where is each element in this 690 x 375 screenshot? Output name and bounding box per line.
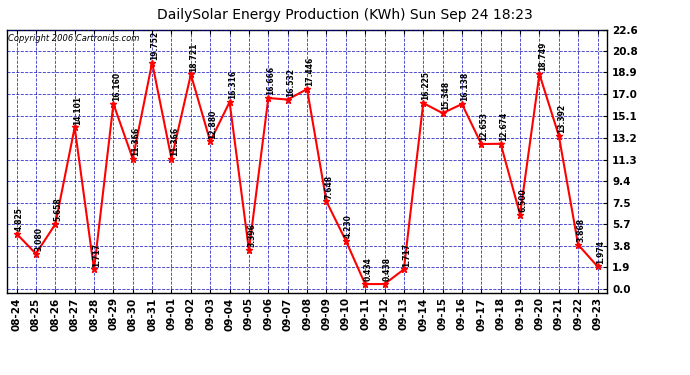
Text: 12.653: 12.653 [480,112,489,141]
Text: 1.717: 1.717 [92,243,101,267]
Text: 17.446: 17.446 [306,57,315,86]
Text: 4.230: 4.230 [344,214,353,238]
Text: DailySolar Energy Production (KWh) Sun Sep 24 18:23: DailySolar Energy Production (KWh) Sun S… [157,8,533,21]
Text: 0.434: 0.434 [364,257,373,281]
Text: 18.721: 18.721 [189,42,198,72]
Text: 16.666: 16.666 [266,66,275,95]
Text: 16.160: 16.160 [112,72,121,101]
Text: 3.080: 3.080 [34,227,43,251]
Text: 14.101: 14.101 [73,96,82,124]
Text: 0.438: 0.438 [383,257,392,281]
Text: 16.316: 16.316 [228,70,237,99]
Text: 3.396: 3.396 [247,224,256,248]
Text: 12.880: 12.880 [208,109,217,139]
Text: 15.348: 15.348 [441,81,450,110]
Text: 4.825: 4.825 [15,207,24,231]
Text: 16.532: 16.532 [286,68,295,97]
Text: 6.500: 6.500 [518,188,527,212]
Text: 16.138: 16.138 [460,72,469,101]
Text: 11.366: 11.366 [131,127,140,156]
Text: Copyright 2006 Cartronics.com: Copyright 2006 Cartronics.com [8,34,139,43]
Text: 5.658: 5.658 [54,198,63,221]
Text: 16.225: 16.225 [422,71,431,100]
Text: 1.717: 1.717 [402,243,411,267]
Text: 3.868: 3.868 [576,218,585,242]
Text: 7.648: 7.648 [325,174,334,199]
Text: 1.974: 1.974 [595,240,605,264]
Text: 19.752: 19.752 [150,31,159,60]
Text: 13.392: 13.392 [557,104,566,133]
Text: 18.749: 18.749 [538,42,546,71]
Text: 12.674: 12.674 [499,112,508,141]
Text: 11.366: 11.366 [170,127,179,156]
